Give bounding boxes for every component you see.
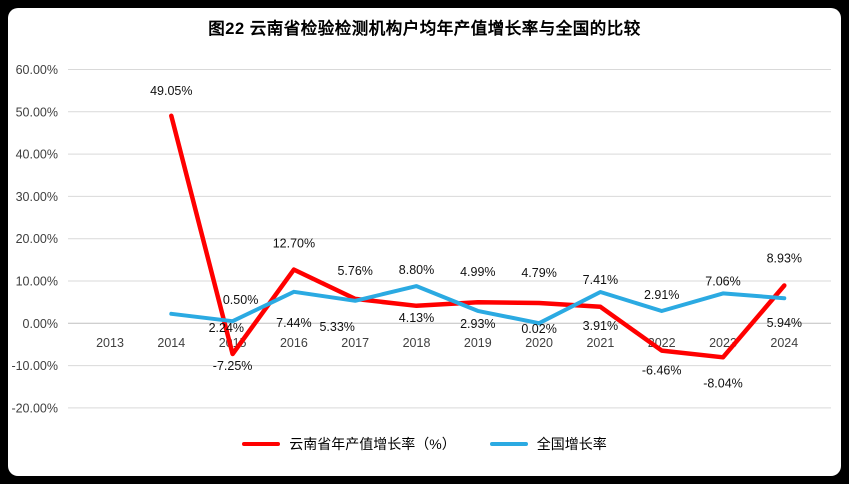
y-axis-tick-label: 60.00% [16,63,58,77]
series-line-1 [169,284,787,326]
x-axis-tick-label: 2024 [770,336,798,350]
y-axis-tick-label: -20.00% [11,401,58,415]
data-label: -6.46% [642,364,682,378]
y-axis-tick-label: 50.00% [16,105,58,119]
data-label: 8.80% [399,263,434,277]
x-axis-tick-label: 2019 [464,336,492,350]
data-label: 2.91% [644,288,679,302]
y-axis-tick-label: 10.00% [16,275,58,289]
chart-canvas [8,8,841,476]
data-label: 4.79% [521,266,556,280]
data-label: 5.94% [767,316,802,330]
data-label: 4.13% [399,311,434,325]
legend-label: 全国增长率 [536,436,607,452]
data-label: 3.91% [583,319,618,333]
x-axis-tick-label: 2017 [341,336,369,350]
legend-item-1: 全国增长率 [489,434,607,454]
x-axis-tick-label: 2020 [525,336,553,350]
x-axis-tick-label: 2021 [586,336,614,350]
chart-legend: 云南省年产值增长率（%） 全国增长率 [0,434,849,454]
legend-label: 云南省年产值增长率（%） [289,436,456,452]
data-label: 7.41% [583,273,618,287]
y-axis-tick-label: -10.00% [11,359,58,373]
y-axis-tick-label: 40.00% [16,148,58,162]
data-label: 7.44% [276,316,311,330]
x-axis-tick-label: 2014 [157,336,185,350]
data-label: 0.02% [521,322,556,336]
y-axis-tick-label: 20.00% [16,232,58,246]
data-label: 2.24% [209,321,244,335]
data-label: 49.05% [150,84,192,98]
x-axis-tick-label: 2018 [403,336,431,350]
data-label: -7.25% [213,359,253,373]
data-label: 5.76% [337,264,372,278]
y-axis-tick-label: 0.00% [23,317,58,331]
data-label: 4.99% [460,265,495,279]
data-label: 2.93% [460,317,495,331]
x-axis-tick-label: 2016 [280,336,308,350]
chart-title: 图22 云南省检验检测机构户均年产值增长率与全国的比较 [208,20,641,38]
data-label: 5.33% [319,320,354,334]
data-label: 0.50% [223,293,258,307]
legend-swatch [489,441,528,447]
series-line-0 [169,113,787,360]
data-label: 12.70% [273,237,315,251]
data-label: 8.93% [767,252,802,266]
legend-item-0: 云南省年产值增长率（%） [242,434,456,454]
legend-swatch [242,441,281,447]
data-label: 7.06% [705,274,740,288]
x-axis-tick-label: 2013 [96,336,124,350]
data-label: -8.04% [703,376,743,390]
y-axis-tick-label: 30.00% [16,190,58,204]
